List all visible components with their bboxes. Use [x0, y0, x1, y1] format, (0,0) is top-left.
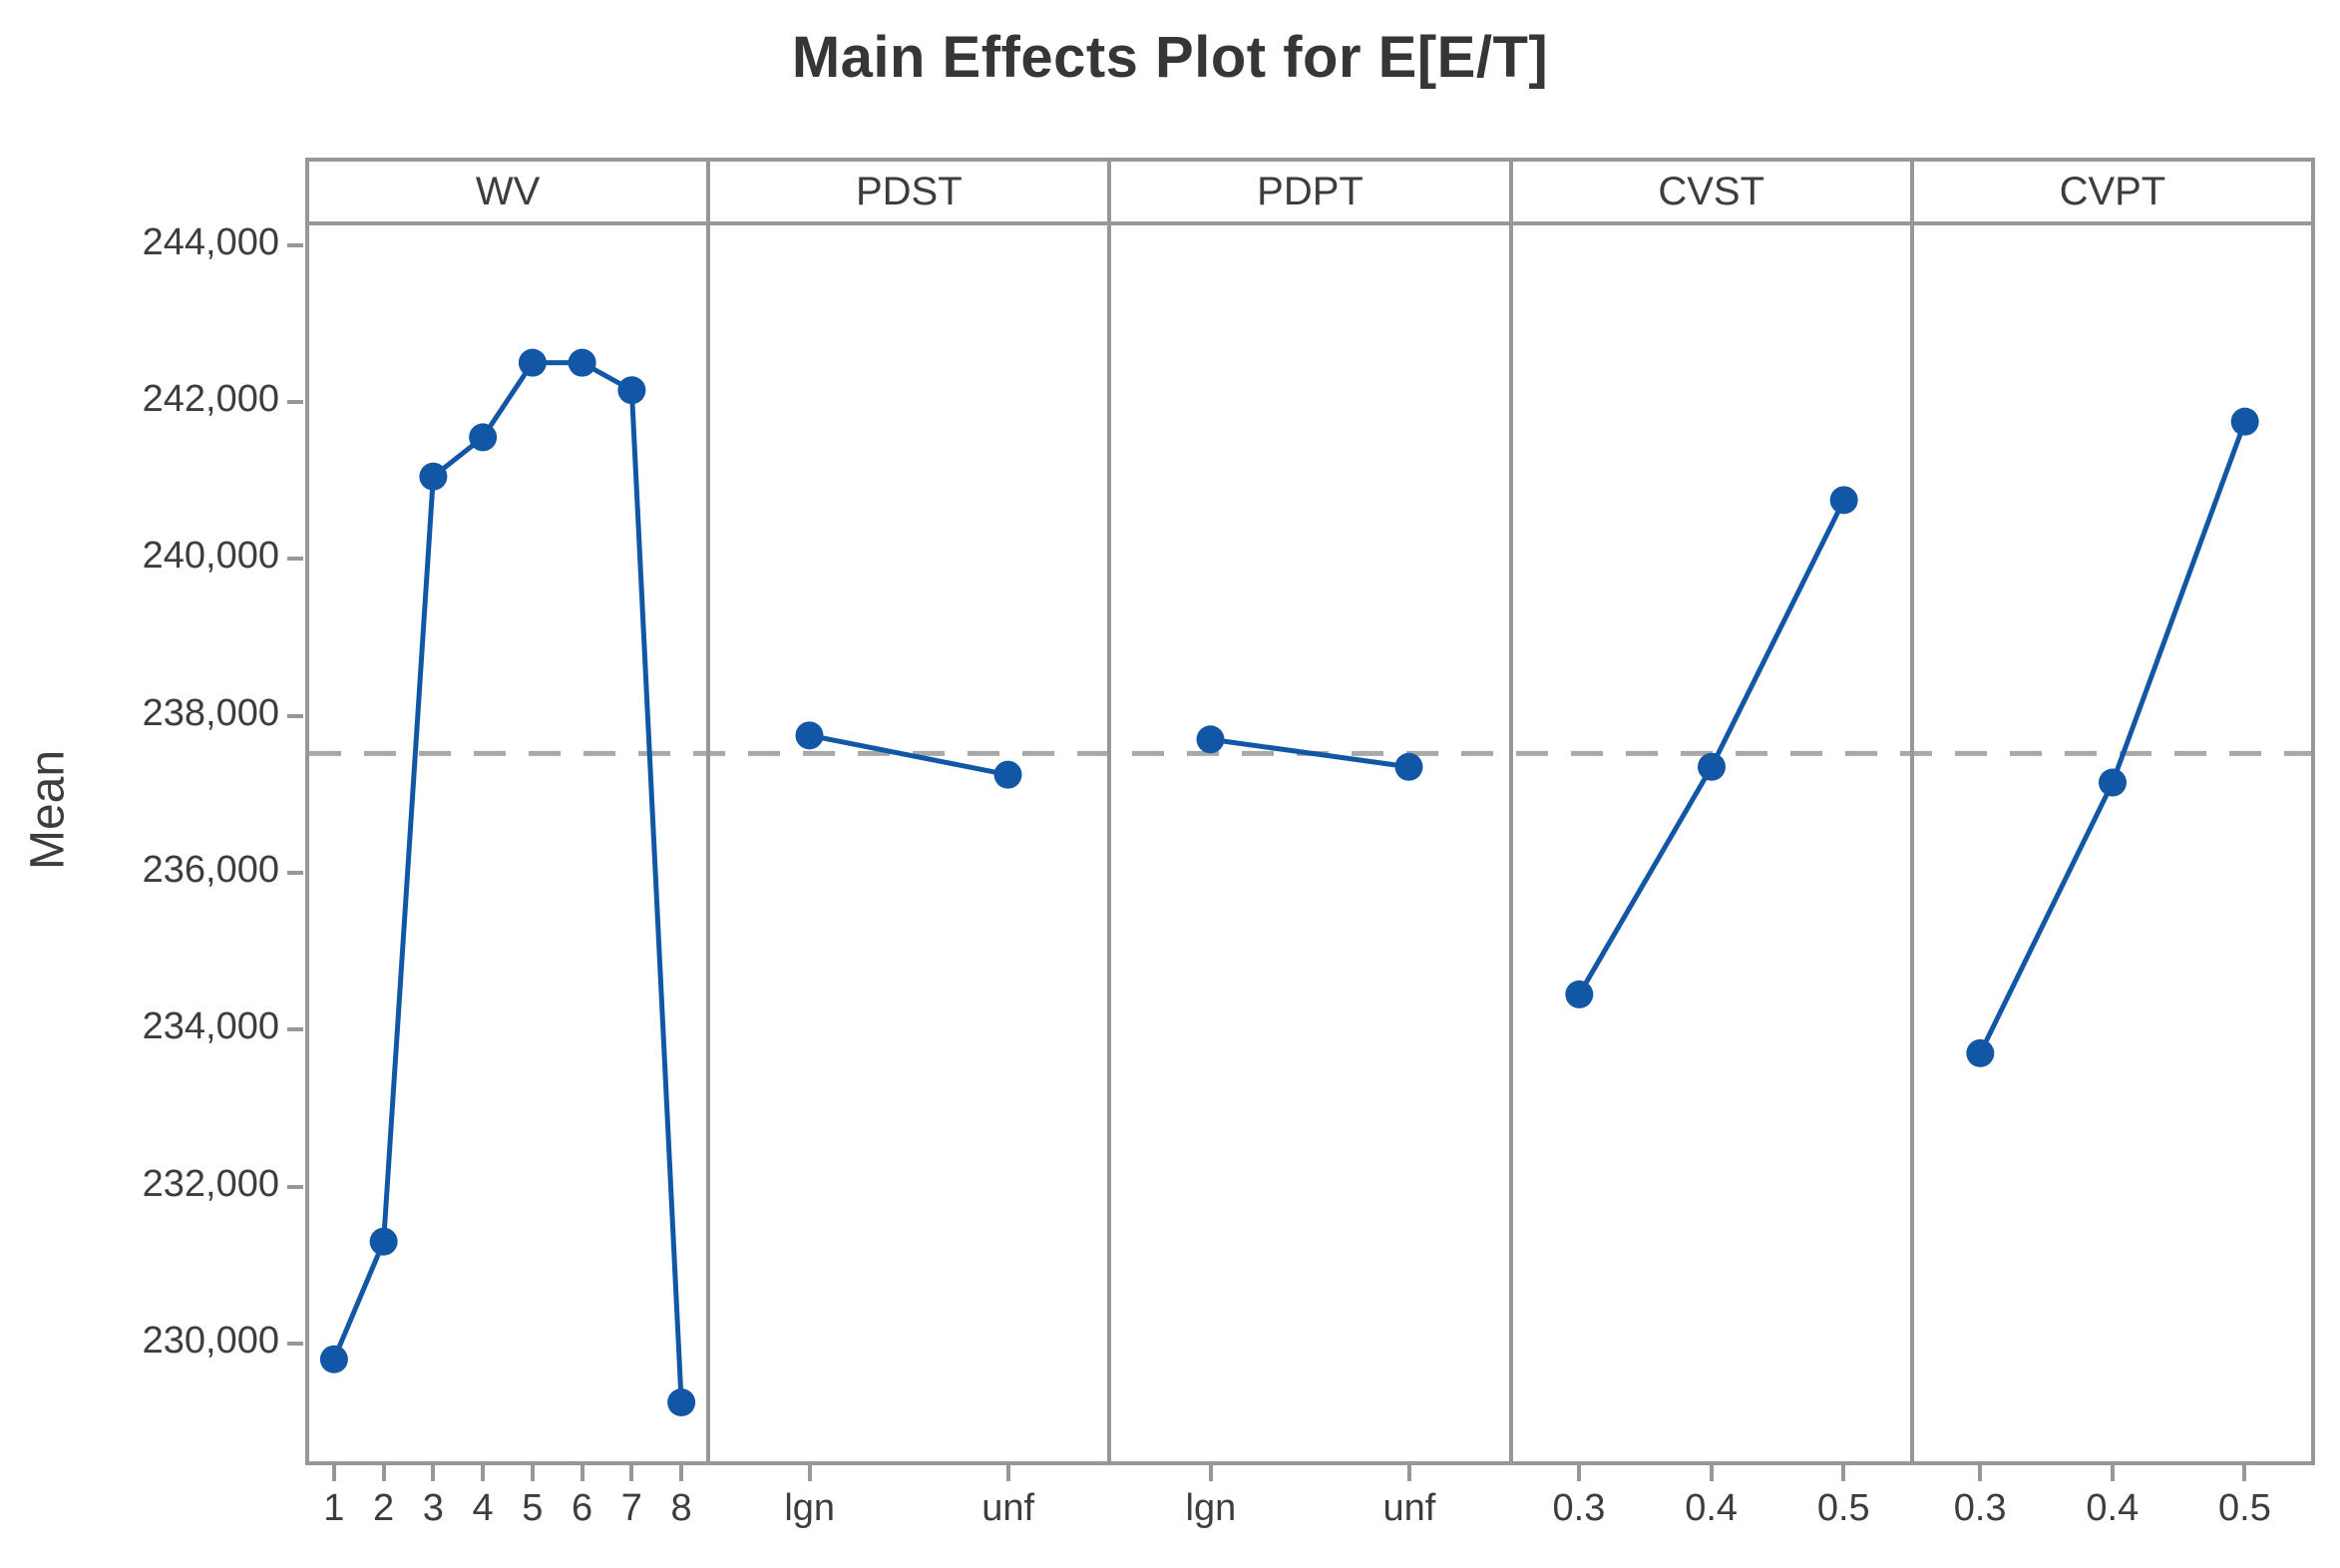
panel-pdst: lgn unf: [706, 225, 1107, 1529]
x-tick-label-wv-2: 2: [373, 1487, 395, 1529]
x-tick-cvst-0.5: [1841, 1465, 1846, 1481]
x-tick-pdpt-lgn: [1208, 1465, 1213, 1481]
x-tick-label-wv-3: 3: [422, 1487, 444, 1529]
data-point-cvpt-0.4: [2098, 768, 2127, 797]
x-tick-label-wv-8: 8: [670, 1487, 692, 1529]
data-point-pdpt-lgn: [1196, 725, 1225, 754]
data-point-cvpt-0.5: [2230, 407, 2259, 436]
series-line-cvpt: [1977, 420, 2247, 1055]
x-tick-label-cvst-0.5: 0.5: [1816, 1487, 1870, 1529]
panel-header-cvst: CVST: [1508, 162, 1910, 221]
data-point-pdst-lgn: [795, 721, 824, 750]
y-tick-244000: [287, 242, 303, 247]
x-tick-wv-1: [331, 1465, 336, 1481]
series-cvst: [1564, 486, 1858, 1008]
x-tick-label-pdst-lgn: lgn: [784, 1487, 836, 1529]
x-tick-label-cvst-0.4: 0.4: [1685, 1487, 1739, 1529]
data-point-cvst-0.4: [1697, 752, 1726, 781]
data-point-wv-5: [518, 348, 547, 377]
panel-pdpt: lgn unf: [1107, 225, 1508, 1529]
data-point-wv-2: [369, 1227, 398, 1256]
y-tick-232000: [287, 1184, 303, 1189]
y-tick-236000: [287, 871, 303, 875]
x-tick-label-cvpt-0.4: 0.4: [2086, 1487, 2140, 1529]
x-tick-cvst-0.3: [1576, 1465, 1581, 1481]
y-tick-label-238000: 238,000: [142, 691, 279, 734]
y-tick-label-236000: 236,000: [142, 849, 279, 891]
x-tick-label-wv-7: 7: [620, 1487, 642, 1529]
chart-title: Main Effects Plot for E[E/T]: [791, 25, 1549, 90]
data-point-wv-1: [319, 1345, 348, 1373]
x-tick-label-pdst-unf: unf: [981, 1487, 1035, 1529]
y-tick-label-234000: 234,000: [142, 1005, 279, 1048]
y-tick-240000: [287, 557, 303, 562]
x-tick-wv-5: [530, 1465, 535, 1481]
data-point-cvst-0.3: [1564, 980, 1593, 1008]
x-tick-wv-7: [629, 1465, 634, 1481]
x-tick-pdst-lgn: [807, 1465, 812, 1481]
data-point-wv-6: [568, 348, 596, 377]
data-point-wv-3: [419, 462, 448, 491]
x-tick-wv-6: [580, 1465, 585, 1481]
series-wv: [319, 348, 696, 1416]
x-tick-cvst-0.4: [1709, 1465, 1714, 1481]
data-point-wv-7: [617, 376, 646, 405]
x-tick-wv-2: [381, 1465, 386, 1481]
data-point-pdst-unf: [993, 760, 1022, 789]
plot-figure: WV PDST PDPT CVST CVPT 1 2 3 4 5 6 7 8 lgn unf lgn unf 0…: [305, 158, 2315, 1529]
x-tick-label-wv-4: 4: [472, 1487, 494, 1529]
panel-header-wv: WV: [475, 169, 541, 213]
panel-header-pdst: PDST: [706, 162, 1107, 221]
x-tick-wv-3: [431, 1465, 436, 1481]
series-line-pdst: [809, 732, 1009, 778]
y-tick-label-240000: 240,000: [142, 535, 279, 578]
x-tick-pdpt-unf: [1406, 1465, 1411, 1481]
x-tick-label-cvpt-0.3: 0.3: [1953, 1487, 2007, 1529]
series-line-cvst: [1576, 499, 1846, 996]
x-tick-label-pdpt-lgn: lgn: [1185, 1487, 1237, 1529]
panel-header-cvpt: CVPT: [1909, 162, 2311, 221]
x-tick-label-wv-6: 6: [572, 1487, 593, 1529]
series-pdst: [795, 721, 1022, 789]
x-tick-cvpt-0.4: [2110, 1465, 2115, 1481]
x-tick-label-pdpt-unf: unf: [1382, 1487, 1436, 1529]
panel-cvpt: 0.3 0.4 0.5: [1909, 225, 2311, 1529]
x-tick-cvpt-0.5: [2242, 1465, 2247, 1481]
x-tick-pdst-unf: [1005, 1465, 1010, 1481]
data-point-wv-8: [667, 1388, 696, 1416]
series-line-pdpt: [1210, 736, 1410, 770]
y-tick-230000: [287, 1342, 303, 1346]
x-tick-label-wv-5: 5: [522, 1487, 544, 1529]
data-point-wv-4: [469, 423, 498, 452]
factor-header-row: WV PDST PDPT CVST CVPT: [309, 162, 2311, 225]
x-tick-label-cvpt-0.5: 0.5: [2218, 1487, 2271, 1529]
series-pdpt: [1196, 725, 1423, 781]
data-point-cvst-0.5: [1829, 486, 1858, 515]
x-tick-cvpt-0.3: [1978, 1465, 1983, 1481]
y-tick-label-232000: 232,000: [142, 1162, 279, 1205]
y-tick-label-242000: 242,000: [142, 378, 279, 420]
series-cvpt: [1966, 407, 2259, 1067]
y-tick-238000: [287, 713, 303, 718]
x-tick-wv-8: [679, 1465, 684, 1481]
y-tick-label-230000: 230,000: [142, 1320, 279, 1362]
y-tick-label-244000: 244,000: [142, 220, 279, 263]
data-point-cvpt-0.3: [1966, 1038, 1995, 1067]
x-tick-label-cvst-0.3: 0.3: [1552, 1487, 1606, 1529]
x-tick-label-wv-1: 1: [323, 1487, 345, 1529]
y-tick-242000: [287, 400, 303, 404]
panel-cvst: 0.3 0.4 0.5: [1508, 225, 1910, 1529]
y-tick-234000: [287, 1027, 303, 1032]
x-tick-wv-4: [481, 1465, 486, 1481]
plot-area: 1 2 3 4 5 6 7 8 lgn unf lgn unf 0.3 0.4 0.5 0.3 0.4 0.5: [309, 225, 2311, 1529]
panel-header-pdpt: PDPT: [1107, 162, 1508, 221]
data-point-pdpt-unf: [1394, 752, 1423, 781]
